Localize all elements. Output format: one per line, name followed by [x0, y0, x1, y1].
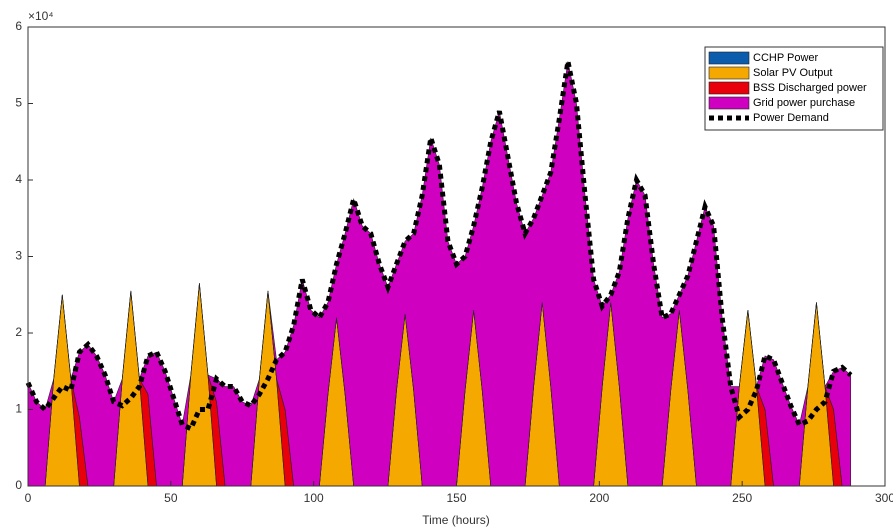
legend-label: Power Demand — [753, 112, 829, 124]
x-tick-label: 100 — [304, 491, 324, 505]
y-tick-label: 0 — [15, 478, 22, 492]
legend-label: CCHP Power — [753, 52, 819, 64]
x-tick-label: 50 — [164, 491, 178, 505]
y-tick-label: 4 — [15, 172, 22, 186]
x-tick-label: 250 — [732, 491, 752, 505]
y-tick-label: 2 — [15, 325, 22, 339]
x-axis-label: Time (hours) — [422, 513, 490, 527]
y-exponent-label: ×10⁴ — [28, 9, 54, 23]
legend: CCHP Power Solar PV Output BSS Discharged … — [704, 46, 884, 131]
legend-label: Solar PV Output — [753, 67, 833, 79]
legend-swatch — [708, 66, 750, 80]
legend-swatch — [708, 81, 750, 95]
legend-label: BSS Discharged power — [753, 82, 867, 94]
y-tick-label: 5 — [15, 96, 22, 110]
x-tick-label: 0 — [25, 491, 32, 505]
legend-label: Grid power purchase — [753, 97, 855, 109]
x-tick-label: 150 — [446, 491, 466, 505]
x-tick-label: 300 — [875, 491, 893, 505]
y-tick-label: 6 — [15, 19, 22, 33]
legend-swatch — [708, 51, 750, 65]
demand-line — [25, 60, 853, 432]
y-tick-label: 3 — [15, 249, 22, 263]
x-tick-label: 200 — [589, 491, 609, 505]
legend-swatch — [708, 96, 750, 110]
y-tick-label: 1 — [15, 402, 22, 416]
